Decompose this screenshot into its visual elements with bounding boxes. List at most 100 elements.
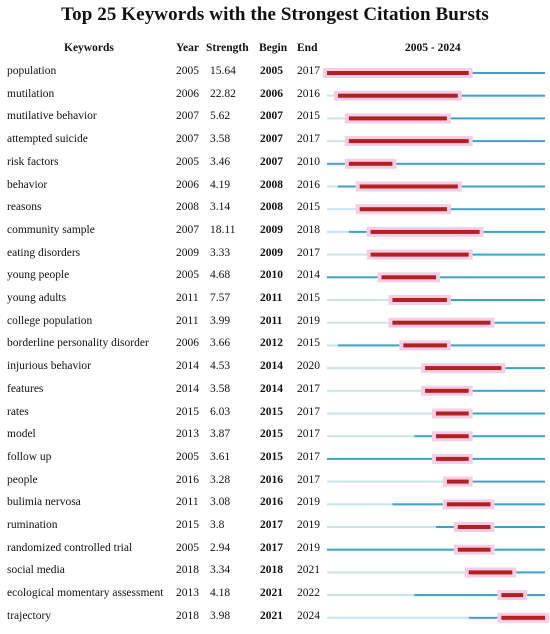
begin-cell: 2006 <box>260 87 283 100</box>
keyword-cell: young people <box>7 269 70 282</box>
burst-bar <box>370 252 469 257</box>
begin-cell: 2014 <box>260 360 283 373</box>
inactive-segment <box>327 140 349 143</box>
begin-cell: 2009 <box>260 246 283 259</box>
inactive-segment <box>327 94 338 97</box>
end-cell: 2015 <box>297 337 320 350</box>
strength-cell: 4.68 <box>210 269 231 282</box>
keyword-cell: follow up <box>7 450 52 463</box>
begin-cell: 2016 <box>260 496 283 509</box>
end-cell: 2017 <box>297 65 320 77</box>
inactive-segment <box>327 230 349 233</box>
strength-cell: 3.98 <box>210 609 231 622</box>
burst-bar <box>370 229 480 234</box>
begin-cell: 2007 <box>260 110 283 123</box>
active-segment <box>446 480 545 483</box>
begin-cell: 2017 <box>260 519 283 531</box>
burst-bar <box>392 298 447 302</box>
end-cell: 2015 <box>297 110 320 123</box>
keyword-cell: rates <box>7 405 29 418</box>
burst-bar <box>457 547 491 552</box>
burst-bar <box>425 366 502 371</box>
keyword-cell: people <box>7 473 38 486</box>
inactive-segment <box>327 480 447 483</box>
year-cell: 2005 <box>176 155 199 168</box>
strength-cell: 15.64 <box>210 65 236 77</box>
keyword-cell: bulimia nervosa <box>7 496 81 509</box>
end-cell: 2017 <box>297 428 320 441</box>
header-year: Year <box>176 42 199 54</box>
active-segment <box>392 299 545 301</box>
strength-cell: 6.03 <box>210 405 231 418</box>
year-cell: 2006 <box>176 87 199 100</box>
keyword-cell: features <box>7 382 44 395</box>
year-cell: 2007 <box>176 223 199 236</box>
begin-cell: 2018 <box>260 564 283 577</box>
year-cell: 2011 <box>176 314 199 327</box>
year-cell: 2018 <box>176 609 199 622</box>
strength-cell: 7.57 <box>210 292 231 304</box>
end-cell: 2017 <box>297 450 320 463</box>
burst-bar <box>425 388 469 393</box>
burst-bar <box>436 434 469 439</box>
keyword-cell: injurious behavior <box>7 360 91 373</box>
strength-cell: 3.8 <box>210 519 225 531</box>
keyword-cell: attempted suicide <box>7 133 88 146</box>
inactive-segment <box>327 253 371 256</box>
inactive-segment <box>327 321 393 324</box>
begin-cell: 2021 <box>260 587 283 600</box>
inactive-segment <box>327 503 393 506</box>
end-cell: 2017 <box>297 405 320 418</box>
inactive-segment <box>327 344 338 347</box>
active-segment <box>327 548 545 551</box>
burst-bar <box>436 411 469 416</box>
burst-bar <box>501 593 524 598</box>
active-segment <box>359 208 545 211</box>
end-cell: 2017 <box>297 382 320 395</box>
end-cell: 2020 <box>297 360 320 373</box>
end-cell: 2017 <box>297 473 320 486</box>
keyword-cell: young adults <box>7 292 67 304</box>
burst-bar <box>337 93 458 98</box>
strength-cell: 3.58 <box>210 133 231 146</box>
strength-cell: 3.58 <box>210 382 231 395</box>
begin-cell: 2009 <box>260 223 283 236</box>
active-segment <box>414 435 545 438</box>
keyword-cell: ecological momentary assessment <box>7 587 164 600</box>
begin-cell: 2015 <box>260 450 283 463</box>
keyword-cell: rumination <box>7 519 58 531</box>
inactive-segment <box>327 571 469 574</box>
year-cell: 2005 <box>176 450 199 463</box>
end-cell: 2017 <box>297 133 320 146</box>
begin-cell: 2010 <box>260 269 283 282</box>
strength-cell: 3.28 <box>210 473 231 486</box>
burst-bar <box>436 456 469 461</box>
end-cell: 2015 <box>297 292 320 304</box>
inactive-segment <box>327 616 469 619</box>
burst-bar <box>348 161 393 166</box>
year-cell: 2013 <box>176 428 199 441</box>
header-range: 2005 - 2024 <box>405 42 461 54</box>
strength-cell: 3.46 <box>210 155 231 168</box>
year-cell: 2013 <box>176 587 199 600</box>
burst-bar <box>381 275 436 280</box>
keyword-cell: randomized controlled trial <box>7 541 133 554</box>
active-segment <box>425 389 545 392</box>
year-cell: 2005 <box>176 269 199 282</box>
year-cell: 2011 <box>176 292 199 304</box>
keyword-cell: risk factors <box>7 155 59 168</box>
active-segment <box>327 162 545 165</box>
end-cell: 2024 <box>297 609 320 622</box>
inactive-segment <box>327 389 426 392</box>
year-cell: 2014 <box>176 360 199 373</box>
strength-cell: 22.82 <box>210 87 236 100</box>
inactive-segment <box>327 526 436 528</box>
year-cell: 2015 <box>176 519 199 531</box>
burst-bar <box>327 71 469 75</box>
strength-cell: 4.19 <box>210 178 231 191</box>
burst-bar <box>468 570 513 575</box>
keyword-cell: population <box>7 65 57 77</box>
keyword-cell: mutilative behavior <box>7 110 97 123</box>
burst-bar <box>446 479 469 484</box>
begin-cell: 2011 <box>260 314 283 327</box>
